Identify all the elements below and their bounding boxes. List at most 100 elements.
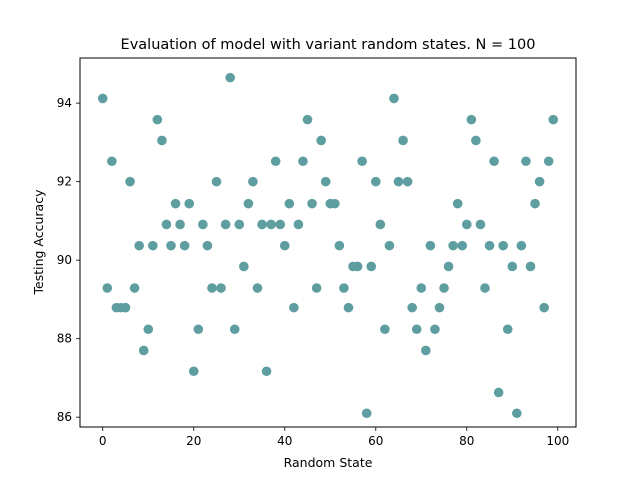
y-tick-label: 90 xyxy=(57,253,72,267)
data-point xyxy=(184,198,195,209)
data-point xyxy=(161,219,172,230)
data-point xyxy=(457,240,468,251)
data-point xyxy=(402,176,413,187)
data-point xyxy=(398,135,408,146)
data-point xyxy=(129,283,140,293)
data-point xyxy=(289,302,299,313)
data-point xyxy=(516,240,527,251)
data-point xyxy=(339,283,349,293)
data-point xyxy=(439,283,449,293)
data-point xyxy=(225,72,235,83)
y-axis-label: Testing Accuracy xyxy=(31,189,46,296)
data-point xyxy=(120,302,131,313)
data-point xyxy=(170,198,181,209)
data-point xyxy=(548,114,559,125)
x-tick-label: 0 xyxy=(99,434,107,448)
x-axis-label: Random State xyxy=(284,455,373,470)
y-axis-ticks: 86 88 90 92 94 xyxy=(57,96,80,424)
data-point xyxy=(534,176,545,187)
data-point xyxy=(311,283,322,293)
chart-title: Evaluation of model with variant random … xyxy=(121,37,536,53)
data-point xyxy=(380,324,390,335)
data-point xyxy=(320,176,331,187)
y-tick-label: 92 xyxy=(57,175,72,189)
data-point xyxy=(234,219,245,230)
data-point xyxy=(270,156,281,167)
data-point xyxy=(343,302,354,313)
data-point xyxy=(248,176,258,187)
data-point xyxy=(261,366,272,377)
data-point xyxy=(252,283,263,293)
data-point xyxy=(157,135,167,146)
data-point xyxy=(357,156,367,167)
data-point xyxy=(452,198,463,209)
data-point xyxy=(229,324,240,335)
data-point xyxy=(143,324,154,335)
data-point xyxy=(334,240,345,251)
plot-frame xyxy=(79,57,577,428)
data-point xyxy=(521,156,531,167)
data-point xyxy=(243,198,254,209)
data-point xyxy=(507,261,518,272)
data-point xyxy=(307,198,317,209)
data-point xyxy=(389,93,399,104)
data-point xyxy=(316,135,326,146)
data-point xyxy=(102,283,113,293)
data-point xyxy=(461,219,472,230)
data-point xyxy=(134,240,144,251)
data-point xyxy=(448,240,458,251)
data-point xyxy=(97,93,108,104)
data-point xyxy=(211,176,222,187)
data-point xyxy=(471,135,481,146)
data-point xyxy=(257,219,267,230)
data-point xyxy=(498,240,508,251)
x-tick-label: 100 xyxy=(546,434,569,448)
data-point xyxy=(352,261,363,272)
data-point xyxy=(148,240,158,251)
data-point xyxy=(138,345,149,356)
x-tick-label: 20 xyxy=(186,434,201,448)
data-point xyxy=(239,261,249,272)
x-axis-ticks: 0 20 40 60 80 100 xyxy=(99,427,569,448)
y-tick-label: 88 xyxy=(57,332,72,346)
data-point xyxy=(530,198,540,209)
data-point xyxy=(475,219,486,230)
data-point xyxy=(525,261,536,272)
data-point xyxy=(207,283,217,293)
x-tick-label: 80 xyxy=(459,434,474,448)
data-point xyxy=(298,156,308,167)
data-point xyxy=(166,240,176,251)
data-point xyxy=(502,324,513,335)
data-point xyxy=(366,261,377,272)
data-point xyxy=(179,240,190,251)
data-point xyxy=(175,219,185,230)
data-point xyxy=(407,302,417,313)
x-tick-label: 60 xyxy=(368,434,383,448)
data-point xyxy=(198,219,208,230)
data-point xyxy=(489,156,499,167)
data-point xyxy=(466,114,477,125)
data-point xyxy=(430,324,440,335)
data-point xyxy=(220,219,231,230)
data-point xyxy=(216,283,226,293)
data-point xyxy=(107,156,117,167)
data-point xyxy=(411,324,422,335)
data-point xyxy=(493,387,504,398)
data-point xyxy=(512,408,522,419)
data-point xyxy=(416,283,427,293)
data-point xyxy=(361,408,372,419)
data-point xyxy=(279,240,290,251)
data-point xyxy=(375,219,386,230)
data-point xyxy=(370,176,381,187)
data-point xyxy=(202,240,213,251)
y-tick-label: 86 xyxy=(57,410,72,424)
data-point xyxy=(480,283,490,293)
data-point xyxy=(266,219,276,230)
data-point xyxy=(284,198,295,209)
data-point xyxy=(543,156,554,167)
data-point xyxy=(275,219,286,230)
data-point xyxy=(293,219,304,230)
data-point xyxy=(421,345,431,356)
y-tick-label: 94 xyxy=(57,96,72,110)
data-point xyxy=(302,114,313,125)
